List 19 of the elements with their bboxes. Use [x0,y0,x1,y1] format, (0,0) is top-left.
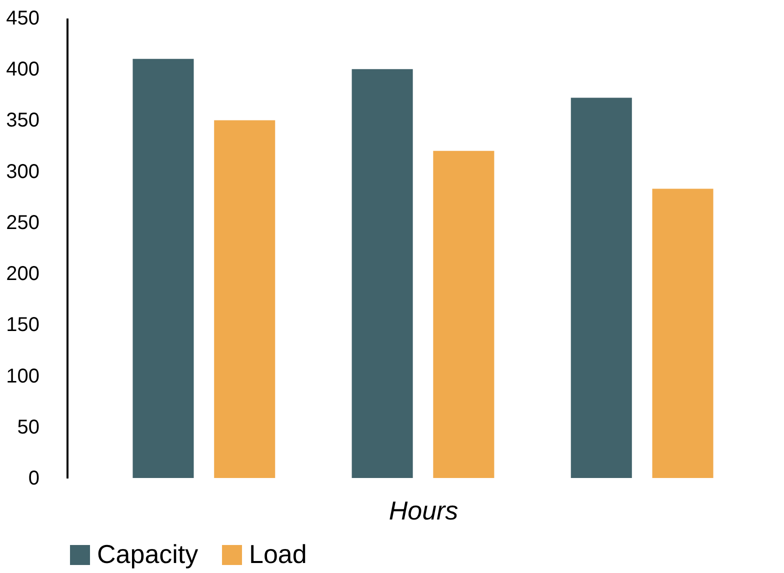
y-tick-label: 450 [6,8,40,30]
y-tick-label: 350 [6,110,40,132]
y-tick-label: 150 [6,314,40,336]
x-axis-title: Hours [388,496,458,526]
y-tick-label: 100 [6,365,40,388]
bar [352,69,413,478]
bar [570,98,632,478]
legend-label: Load [249,539,307,569]
bar [132,58,194,478]
legend-label: Capacity [97,539,198,569]
y-tick-label: 50 [17,416,40,438]
bar [652,188,714,478]
y-tick-label: 200 [6,263,40,286]
y-tick-label: 0 [28,468,40,490]
bar [433,150,494,478]
y-tick-label: 400 [6,58,40,81]
bar [214,120,276,478]
y-tick-label: 250 [6,212,40,234]
y-tick-label: 300 [6,160,40,183]
